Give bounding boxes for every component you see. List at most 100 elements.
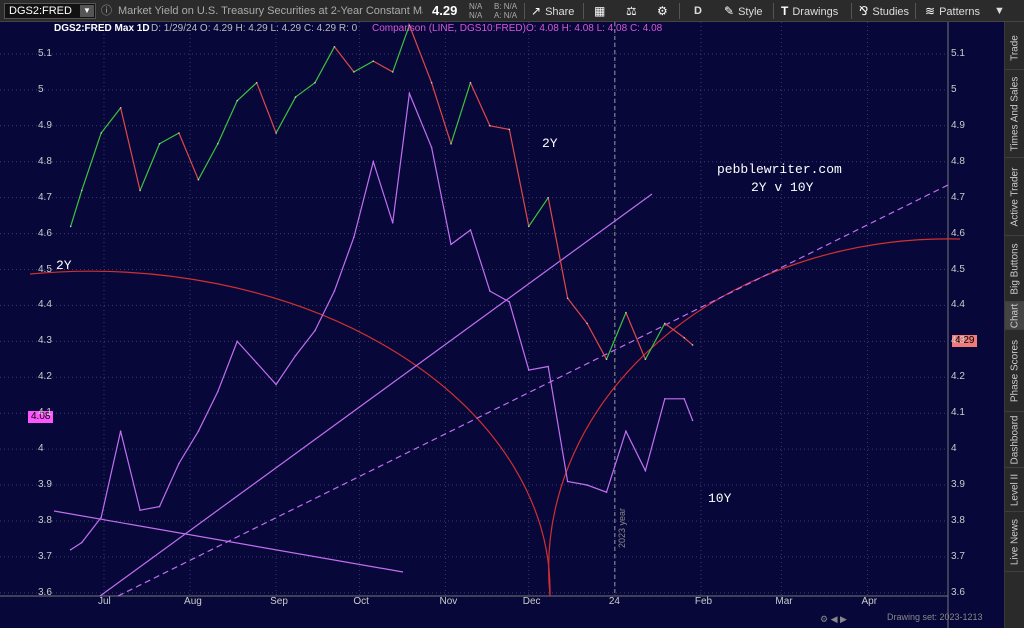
symbol-input-text: DGS2:FRED [9,5,72,17]
data-point-10y [408,92,411,95]
style-button[interactable]: ✎ Style [724,4,763,18]
series-segment-2y [664,322,685,339]
data-point-10y [333,290,336,292]
series-segment-2y [547,197,569,299]
y-tick-label: 4.1 [38,407,52,419]
tab-times-and-sales[interactable]: Times And Sales [1005,70,1024,158]
series-segment-2y [372,60,394,73]
data-point-2y [566,297,569,300]
series-segment-2y [489,125,510,130]
window-menu-button[interactable]: ▼ [994,5,1005,17]
share-button[interactable]: ↗ Share [531,4,575,18]
y-tick-label: 3.9 [951,479,965,491]
data-point-2y [372,60,375,62]
chart-header-symbol: DGS2:FRED Max 1D [54,23,150,34]
last-price: 4.29 [432,3,458,18]
x-tick-label: Mar [775,596,793,607]
series-segment-2y [683,337,693,346]
studies-button[interactable]: ⅋ Studies [859,4,910,18]
x-tick-label: Dec [522,596,541,607]
series-segment-2y [333,46,355,73]
y-tick-label: 4.9 [951,119,965,131]
tab-active-trader[interactable]: Active Trader [1005,158,1024,236]
series-segment-2y [644,323,666,360]
data-point-10y [178,462,180,465]
series-segment-2y [275,96,297,134]
data-point-10y [391,222,394,224]
label-10y[interactable]: 10Y [708,491,732,506]
data-point-2y [333,45,336,48]
series-segment-2y [508,129,530,227]
data-point-10y [683,398,686,400]
tab-trade[interactable]: Trade [1005,26,1024,70]
site-label[interactable]: pebblewriter.com [717,162,842,177]
price-chart[interactable] [0,22,1004,628]
tab-live-news[interactable]: Live News [1005,512,1024,572]
tab-dashboard[interactable]: Dashboard [1005,412,1024,468]
series-line-10y [70,91,694,551]
y-tick-label: 5.1 [38,47,52,59]
chart-header-ohlc: D: 1/29/24 O: 4.29 H: 4.29 L: 4.29 C: 4.… [151,23,358,34]
symbol-input[interactable]: DGS2:FRED ▼ [4,3,96,19]
drawings-button[interactable]: T Drawings [781,4,839,18]
x-tick-label: Feb [694,596,713,607]
series-segment-2y [408,25,433,83]
y-tick-label: 4.9 [38,119,52,131]
info-icon[interactable]: ⓘ [101,5,112,17]
y-tick-label: 5.1 [951,47,965,59]
series-segment-2y [100,107,122,134]
series-segment-2y [236,82,258,102]
y-tick-label: 3.8 [38,514,52,526]
comparison-legend[interactable]: Comparison (LINE, DGS10:FRED) [372,23,526,34]
tab-big-buttons[interactable]: Big Buttons [1005,236,1024,302]
patterns-button[interactable]: ≋ Patterns [925,4,981,18]
beaker-button[interactable]: ⚖ [626,0,641,22]
y-tick-label: 4.2 [951,371,965,383]
data-point-10y [353,236,355,238]
tab-level-ii[interactable]: Level II [1005,468,1024,512]
tab-label: Dashboard [1009,415,1021,464]
trendline-solid[interactable] [99,193,653,597]
y-tick-label: 4.1 [951,407,965,419]
settings-button[interactable]: ⚙ [657,0,672,22]
data-point-2y [469,81,472,84]
comparison-values: O: 4.08 H: 4.08 L: 4.08 C: 4.08 [526,23,663,34]
data-point-2y [217,142,219,145]
series-segment-2y [450,82,472,144]
series-segment-2y [295,82,316,98]
series-segment-2y [81,132,102,191]
data-point-10y [217,390,219,393]
data-point-10y [547,365,549,368]
drawing-set-status[interactable]: Drawing set: 2023-1213 [887,612,983,622]
data-point-10y [691,419,694,422]
label-2y-mid[interactable]: 2Y [542,136,558,151]
arc-drawing-right[interactable] [548,238,961,597]
tab-chart[interactable]: Chart [1005,302,1024,330]
y-tick-label: 4.3 [38,335,52,347]
data-point-10y [294,354,297,357]
y-tick-label: 4.4 [38,299,52,311]
chart-canvas[interactable] [0,22,1004,628]
subtitle-label[interactable]: 2Y v 10Y [751,180,814,195]
flexible-grid-button[interactable]: ▦ [594,0,609,22]
data-point-10y [625,430,627,432]
series-segment-2y [528,197,549,227]
chevron-down-icon[interactable]: ▼ [80,5,94,17]
arc-drawing-left[interactable] [29,270,551,597]
data-point-10y [644,469,647,472]
series-segment-2y [431,82,452,144]
y-tick-label: 4.6 [951,227,965,239]
data-point-10y [372,160,375,163]
gear-icon: ⚙ [657,4,668,18]
trendline-dashed[interactable] [117,184,949,597]
data-point-10y [197,430,200,432]
tab-phase-scores[interactable]: Phase Scores [1005,330,1024,412]
data-point-10y [430,146,433,149]
trendline-descending[interactable] [53,510,404,573]
bid-ask-size: B: N/A A: N/A [494,2,518,20]
series-segment-2y [567,297,588,324]
footer-icons[interactable]: ⚙ ◀ ▶ [820,614,847,624]
label-2y-left[interactable]: 2Y [56,258,72,273]
timeframe-button[interactable]: D [694,5,702,17]
data-point-10y [100,516,102,519]
